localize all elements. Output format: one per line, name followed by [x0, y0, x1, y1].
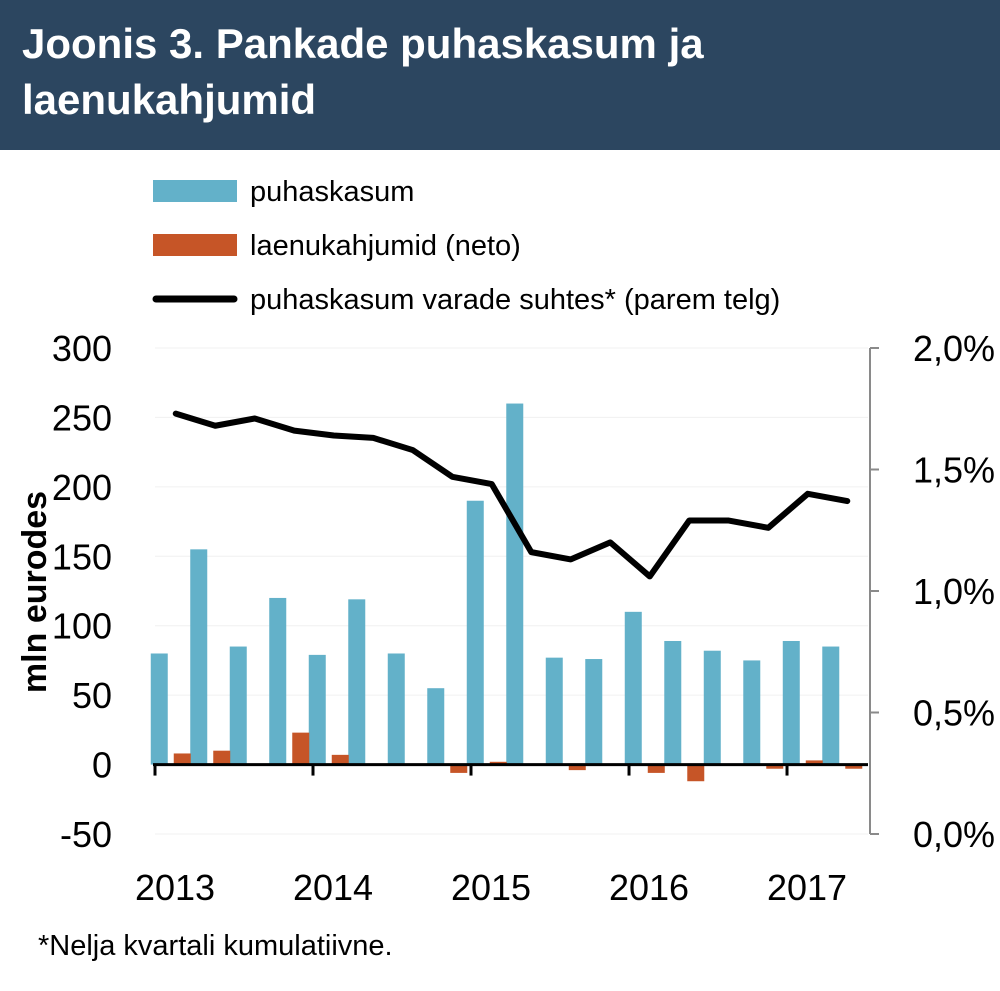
legend-swatch	[153, 234, 237, 256]
bar-puhaskasum	[545, 657, 563, 765]
y-tick-label: -50	[60, 814, 112, 855]
bar-puhaskasum	[308, 654, 326, 765]
bar-puhaskasum	[743, 660, 761, 765]
title-bar: Joonis 3. Pankade puhaskasum ja laenukah…	[0, 0, 1000, 150]
x-tick-label: 2015	[451, 867, 531, 908]
bar-puhaskasum	[822, 646, 840, 765]
bar-puhaskasum	[190, 549, 208, 765]
y2-tick-label: 2,0%	[913, 328, 995, 369]
y-tick-label: 0	[92, 745, 112, 786]
bar-puhaskasum	[387, 653, 405, 765]
bar-laenukahjumid	[213, 750, 231, 765]
y2-tick-label: 1,0%	[913, 571, 995, 612]
line-puhaskasum-varade-suhtes	[172, 410, 851, 580]
y-tick-label: 200	[52, 467, 112, 508]
legend-label: laenukahjumid (neto)	[250, 230, 521, 262]
y2-tick-label: 0,0%	[913, 814, 995, 855]
bar-puhaskasum	[703, 650, 721, 765]
x-tick-label: 2016	[609, 867, 689, 908]
page-title: Joonis 3. Pankade puhaskasum ja laenukah…	[22, 20, 704, 123]
y-tick-label: 150	[52, 536, 112, 577]
bar-laenukahjumid	[687, 764, 705, 782]
legend-swatch	[153, 180, 237, 202]
legend: puhaskasum laenukahjumid (neto) puhaskasum…	[152, 176, 780, 316]
bar-laenukahjumid	[173, 753, 191, 765]
legend-label: puhaskasum varade suhtes* (parem telg)	[250, 284, 780, 316]
bar-puhaskasum	[269, 597, 287, 765]
x-tick-label: 2013	[135, 867, 215, 908]
bar-puhaskasum	[427, 688, 445, 765]
bar-puhaskasum	[229, 646, 247, 765]
bar-puhaskasum	[782, 640, 800, 765]
bar-laenukahjumid	[568, 764, 586, 771]
bar-puhaskasum	[348, 599, 366, 765]
legend-label: puhaskasum	[250, 176, 414, 208]
ratio-line	[172, 410, 851, 580]
tick-labels: 300 250 200 150 100 50 0 -50 2013 2014 2015 2016 201…	[52, 328, 995, 908]
bar-laenukahjumid	[845, 764, 863, 769]
y-tick-label: 250	[52, 397, 112, 438]
footnote: *Nelja kvartali kumulatiivne.	[38, 930, 393, 962]
x-tick-label: 2014	[293, 867, 373, 908]
bar-puhaskasum	[506, 403, 524, 765]
y-tick-label: 100	[52, 606, 112, 647]
bars	[150, 403, 863, 782]
bar-puhaskasum	[624, 611, 642, 765]
axes	[153, 347, 879, 835]
bar-puhaskasum	[466, 500, 484, 765]
bar-puhaskasum	[150, 653, 168, 765]
bar-laenukahjumid	[450, 764, 468, 773]
y-tick-label: 300	[52, 328, 112, 369]
bar-laenukahjumid	[805, 760, 823, 765]
bar-laenukahjumid	[766, 764, 784, 769]
bar-puhaskasum	[664, 640, 682, 765]
bar-laenukahjumid	[292, 732, 310, 765]
y2-tick-label: 0,5%	[913, 693, 995, 734]
bar-laenukahjumid	[331, 754, 349, 765]
y-axis-title: mln eurodes	[16, 491, 54, 693]
y-tick-label: 50	[72, 675, 112, 716]
bar-puhaskasum	[585, 659, 603, 765]
y2-tick-label: 1,5%	[913, 450, 995, 491]
x-tick-label: 2017	[767, 867, 847, 908]
bar-laenukahjumid	[647, 764, 665, 773]
